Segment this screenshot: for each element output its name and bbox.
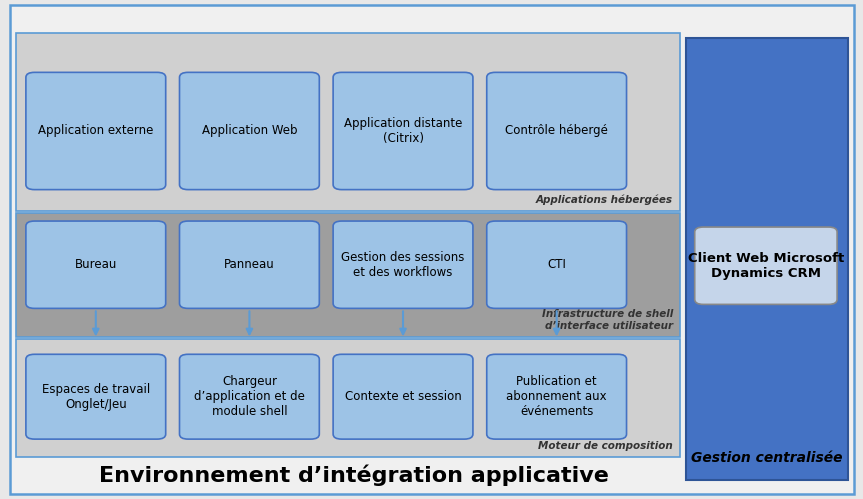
Text: Applications hébergées: Applications hébergées <box>536 194 673 205</box>
FancyBboxPatch shape <box>180 221 319 308</box>
Text: Bureau: Bureau <box>74 258 117 271</box>
FancyBboxPatch shape <box>26 221 166 308</box>
Text: Application Web: Application Web <box>202 124 297 138</box>
FancyBboxPatch shape <box>180 354 319 439</box>
Text: Panneau: Panneau <box>224 258 274 271</box>
FancyBboxPatch shape <box>26 354 166 439</box>
FancyBboxPatch shape <box>180 72 319 190</box>
Bar <box>16 213 680 337</box>
Text: Moteur de composition: Moteur de composition <box>539 441 673 451</box>
Text: Espaces de travail
Onglet/Jeu: Espaces de travail Onglet/Jeu <box>41 383 150 411</box>
FancyBboxPatch shape <box>695 227 837 304</box>
FancyBboxPatch shape <box>487 72 627 190</box>
Bar <box>686 38 848 480</box>
Text: Environnement d’intégration applicative: Environnement d’intégration applicative <box>99 464 608 486</box>
Text: Infrastructure de shell
d’interface utilisateur: Infrastructure de shell d’interface util… <box>542 309 673 331</box>
Text: Application externe: Application externe <box>38 124 154 138</box>
Text: Contrôle hébergé: Contrôle hébergé <box>505 124 608 138</box>
Bar <box>16 339 680 457</box>
Bar <box>16 33 680 211</box>
FancyBboxPatch shape <box>487 354 627 439</box>
Text: Gestion centralisée: Gestion centralisée <box>691 451 843 465</box>
FancyBboxPatch shape <box>333 72 473 190</box>
Text: CTI: CTI <box>547 258 566 271</box>
Text: Publication et
abonnement aux
événements: Publication et abonnement aux événements <box>507 375 607 418</box>
Text: Client Web Microsoft
Dynamics CRM: Client Web Microsoft Dynamics CRM <box>688 251 844 280</box>
FancyBboxPatch shape <box>333 221 473 308</box>
Text: Chargeur
d’application et de
module shell: Chargeur d’application et de module shel… <box>194 375 305 418</box>
FancyBboxPatch shape <box>26 72 166 190</box>
FancyBboxPatch shape <box>487 221 627 308</box>
Text: Gestion des sessions
et des workflows: Gestion des sessions et des workflows <box>342 250 464 279</box>
Text: Contexte et session: Contexte et session <box>344 390 462 403</box>
Text: Application distante
(Citrix): Application distante (Citrix) <box>343 117 463 145</box>
FancyBboxPatch shape <box>333 354 473 439</box>
